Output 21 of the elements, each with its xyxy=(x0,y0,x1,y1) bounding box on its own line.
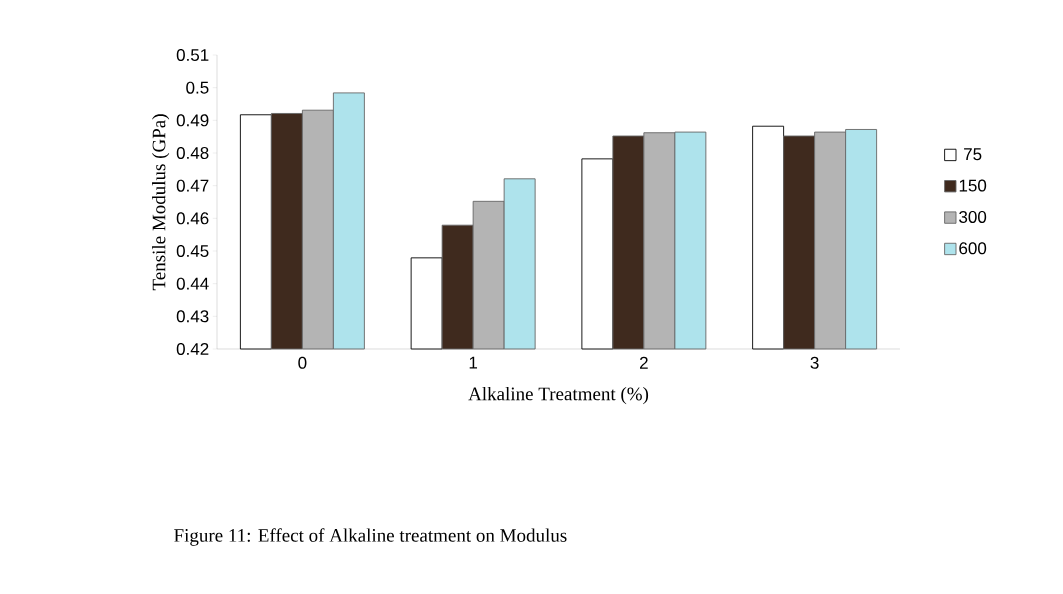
y-axis-title: Tensile Modulus (GPa) xyxy=(152,114,170,291)
legend-label: 150 xyxy=(959,179,987,192)
x-tick-label: 2 xyxy=(640,356,648,369)
y-tick-label: 0.5 xyxy=(186,81,209,94)
y-tick-label: 0.43 xyxy=(176,310,209,323)
caption: Figure 11: Effect of Alkaline treatment on Modulus xyxy=(174,528,567,546)
y-tick-label: 0.44 xyxy=(176,277,209,290)
y-tick-label: 0.49 xyxy=(176,114,209,127)
x-tick-label: 0 xyxy=(298,356,307,369)
legend-label: 300 xyxy=(959,210,987,223)
y-tick-label: 0.51 xyxy=(176,48,209,62)
y-tick-label: 0.48 xyxy=(176,146,209,160)
x-tick-label: 3 xyxy=(810,356,819,369)
y-tick-label: 0.42 xyxy=(176,342,209,356)
legend-label: 600 xyxy=(959,242,987,255)
y-tick-label: 0.46 xyxy=(176,212,209,225)
y-tick-label: 0.45 xyxy=(176,244,209,258)
legend-label: 75 xyxy=(964,148,982,161)
x-axis-title: Alkaline Treatment (%) xyxy=(468,386,649,405)
y-tick-label: 0.47 xyxy=(176,179,209,192)
x-tick-label: 1 xyxy=(469,356,478,369)
